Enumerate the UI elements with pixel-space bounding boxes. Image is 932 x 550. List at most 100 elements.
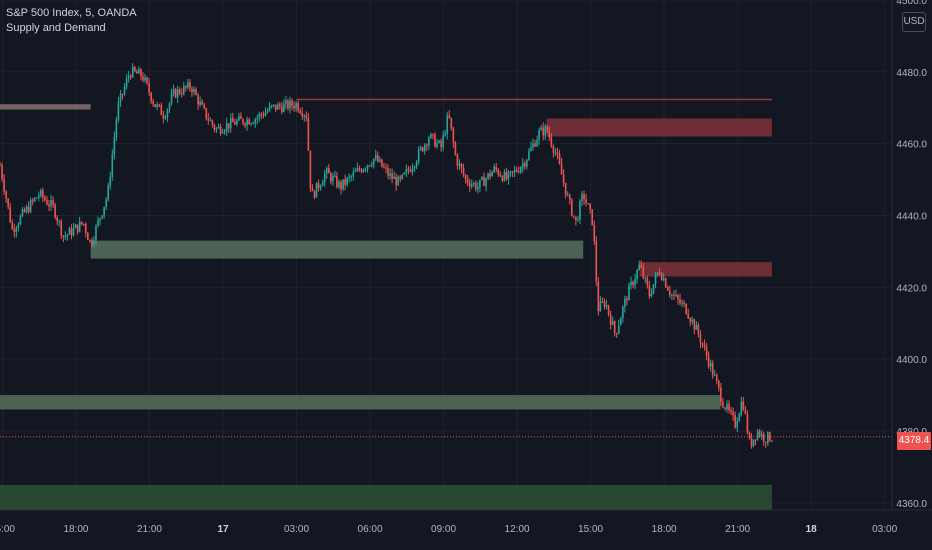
candle-body: [221, 132, 224, 134]
candle-body: [470, 184, 473, 187]
candle-body: [70, 228, 73, 236]
candle-body: [31, 200, 34, 202]
candle-body: [452, 128, 455, 143]
candle-body: [37, 195, 40, 198]
candle-body: [121, 93, 124, 95]
candle-body: [250, 123, 252, 125]
time-tick-label: 18: [806, 524, 818, 535]
supply-zone: [0, 104, 91, 110]
candle-body: [164, 117, 167, 119]
price-tick-label: 4440.0: [896, 211, 927, 222]
candle-body: [115, 119, 118, 137]
candle-body: [242, 118, 244, 124]
candle-body: [593, 224, 596, 242]
candle-body: [771, 440, 773, 442]
candle-body: [575, 216, 577, 221]
candle-body: [315, 182, 318, 198]
candle-body: [619, 317, 622, 326]
candle-body: [211, 120, 214, 125]
candle-body: [209, 120, 212, 122]
time-tick-label: 06:00: [358, 524, 383, 535]
candle-body: [27, 206, 30, 213]
candle-body: [493, 166, 496, 172]
candle-body: [23, 209, 26, 212]
candle-body: [762, 433, 765, 442]
demand-zone: [0, 484, 772, 510]
candle-body: [462, 168, 465, 176]
candle-body: [738, 414, 741, 422]
candle-body: [123, 86, 126, 95]
candle-body: [82, 223, 85, 225]
candle-body: [466, 178, 469, 184]
candle-body: [691, 319, 694, 322]
candle-body: [362, 169, 365, 172]
candle-body: [483, 177, 485, 186]
indicator-title[interactable]: Supply and Demand: [6, 22, 106, 34]
candle-body: [540, 127, 542, 131]
candle-body: [391, 173, 393, 179]
candle-body: [550, 137, 553, 147]
candle-body: [503, 171, 506, 181]
candle-body: [366, 165, 369, 169]
candle-body: [227, 123, 230, 129]
candle-body: [724, 407, 726, 410]
candle-body: [675, 295, 677, 297]
candle-body: [305, 115, 308, 118]
candle-body: [746, 413, 749, 433]
candle-body: [342, 179, 344, 190]
candle-body: [248, 119, 250, 125]
candle-body: [481, 177, 483, 180]
candle-body: [133, 67, 136, 72]
candle-body: [501, 176, 504, 181]
time-axis[interactable]: 15:00 18:00 21:00 17 03:00 06:00 09:00 12:00 15:…: [0, 524, 898, 535]
candle-body: [546, 126, 549, 132]
candle-body: [505, 171, 508, 180]
candle-body: [168, 103, 171, 110]
candle-body: [138, 69, 140, 74]
candles: [0, 63, 773, 449]
candle-body: [695, 324, 698, 330]
candle-body: [244, 123, 246, 126]
candle-body: [7, 198, 9, 207]
time-tick-label: 03:00: [872, 524, 897, 535]
candle-body: [148, 83, 150, 93]
candle-body: [585, 199, 587, 204]
candle-body: [597, 281, 600, 312]
candle-body: [50, 200, 52, 207]
candle-body: [109, 176, 112, 186]
candle-body: [485, 178, 487, 186]
candle-body: [301, 112, 304, 117]
candle-body: [252, 123, 255, 125]
time-tick-label: 17: [217, 524, 229, 535]
candle-body: [276, 104, 279, 110]
candle-body: [734, 415, 736, 428]
candle-body: [552, 146, 555, 153]
candle-body: [283, 103, 285, 112]
candle-body: [217, 126, 220, 129]
candle-body: [709, 362, 712, 367]
candle-body: [740, 401, 743, 415]
candle-body: [570, 199, 573, 216]
candle-body: [35, 197, 38, 199]
candle-body: [289, 100, 291, 109]
candle-body: [68, 228, 71, 235]
candle-body: [270, 105, 273, 107]
currency-button[interactable]: USD: [902, 12, 926, 32]
candle-body: [487, 173, 489, 179]
candle-body: [189, 82, 191, 89]
time-tick-label: 09:00: [431, 524, 456, 535]
candle-body: [450, 117, 453, 129]
candle-body: [515, 169, 518, 172]
candle-body: [86, 232, 89, 241]
candle-body: [354, 171, 357, 173]
demand-zone: [90, 240, 584, 259]
candle-body: [336, 175, 338, 187]
candle-body: [752, 439, 755, 447]
candle-body: [317, 182, 320, 189]
candle-body: [679, 299, 681, 304]
symbol-title[interactable]: S&P 500 Index, 5, OANDA: [6, 7, 137, 19]
price-tick-label: 4500.0: [896, 0, 927, 7]
candle-body: [205, 108, 208, 119]
